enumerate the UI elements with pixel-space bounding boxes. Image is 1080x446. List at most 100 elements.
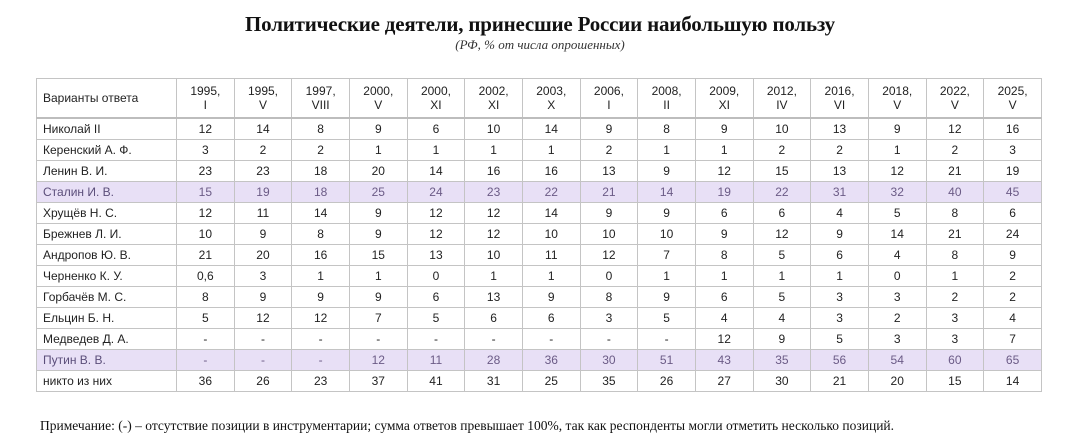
table-cell: 14: [406, 160, 466, 182]
page-title: Политические деятели, принесшие России н…: [245, 12, 835, 36]
table-cell: 16: [521, 160, 581, 182]
row-label: никто из них: [36, 370, 177, 392]
table-cell: 5: [752, 286, 812, 308]
table-cell: 21: [810, 370, 869, 392]
column-year: 2000,: [420, 84, 451, 98]
table-cell: 12: [464, 223, 523, 245]
table-cell: 6: [983, 202, 1042, 224]
table-cell: 10: [464, 244, 523, 266]
table-cell: 0: [579, 265, 639, 287]
table-cell: 12: [579, 244, 639, 266]
table-cell: 3: [925, 328, 985, 350]
table-cell: 3: [176, 139, 235, 161]
table-row: Путин В. В. - - -12 11 28 36 30 51 43 35 56 54 60 65: [36, 349, 1042, 371]
table-cell: 35: [579, 370, 639, 392]
table-header-row: Варианты ответа 1995, I 1995, V 1997, VIII 200…: [36, 78, 1042, 119]
table-cell: 1: [637, 265, 696, 287]
table-cell: 41: [406, 370, 466, 392]
column-year: 2012,: [766, 84, 797, 98]
table-row: Ельцин Б. Н. 5 12 12 7 5 6 6 3 5 4 4 3 2 3 4: [36, 307, 1042, 329]
column-year: 2022,: [939, 84, 970, 98]
table-cell: 1: [348, 265, 408, 287]
row-label: Сталин И. В.: [36, 181, 177, 203]
column-month: IV: [776, 98, 788, 112]
table-cell: 22: [752, 181, 812, 203]
table-cell: -: [291, 349, 350, 371]
table-cell: 14: [983, 370, 1042, 392]
table-cell: 36: [521, 349, 581, 371]
column-year: 1995,: [190, 84, 221, 98]
table-cell: 1: [810, 265, 869, 287]
column-year: 1997,: [305, 84, 336, 98]
table-cell: 9: [637, 160, 696, 182]
row-label: Андропов Ю. В.: [36, 244, 177, 266]
table-cell: 31: [464, 370, 523, 392]
header-column: 2012, IV: [752, 78, 812, 119]
table-cell: 32: [867, 181, 927, 203]
table-cell: 12: [291, 307, 350, 329]
table-cell: 40: [925, 181, 985, 203]
table-cell: 19: [983, 160, 1042, 182]
table-cell: 9: [637, 286, 696, 308]
table-cell: 25: [521, 370, 581, 392]
header-column: 2016, VI: [810, 78, 869, 119]
table-cell: 30: [579, 349, 639, 371]
table-row: Хрущёв Н. С. 12 11 14 9 12 12 14 9 9 6 6 4 5 8 6: [36, 202, 1042, 224]
table-row: никто из них 36 26 23 37 41 31 25 35 26 27 30 21 20 15…: [36, 370, 1042, 392]
table-cell: 14: [233, 117, 293, 140]
table-cell: 43: [694, 349, 754, 371]
table-cell: 10: [521, 223, 581, 245]
column-month: II: [663, 98, 670, 112]
row-label: Брежнев Л. И.: [36, 223, 177, 245]
table-cell: 1: [521, 265, 581, 287]
table-cell: 9: [694, 117, 754, 140]
page-subtitle: (РФ, % от числа опрошенных): [455, 37, 625, 52]
table-cell: 5: [637, 307, 696, 329]
table-cell: 12: [925, 117, 985, 140]
column-year: 2000,: [363, 84, 394, 98]
table-cell: 12: [233, 307, 293, 329]
table-cell: 23: [176, 160, 235, 182]
table-cell: -: [521, 328, 581, 350]
table-cell: 9: [752, 328, 812, 350]
table-cell: 9: [291, 286, 350, 308]
table-cell: 6: [810, 244, 869, 266]
table-cell: 14: [521, 202, 581, 224]
table-cell: 10: [464, 117, 523, 140]
table-cell: 12: [752, 223, 812, 245]
table-cell: -: [233, 349, 293, 371]
header-column: 2002, XI: [464, 78, 523, 119]
header-column: 2003, X: [521, 78, 581, 119]
table-cell: 12: [694, 328, 754, 350]
table-cell: 8: [176, 286, 235, 308]
table-cell: 37: [348, 370, 408, 392]
table-row: Горбачёв М. С. 8 9 9 9 6 13 9 8 9 6 5 3 3 2 2: [36, 286, 1042, 308]
column-month: V: [374, 98, 383, 112]
table-cell: 10: [637, 223, 696, 245]
table-cell: 12: [176, 117, 235, 140]
table-cell: 7: [348, 307, 408, 329]
table-cell: 4: [983, 307, 1042, 329]
table-cell: 13: [810, 117, 869, 140]
table-cell: 35: [752, 349, 812, 371]
table-cell: -: [579, 328, 639, 350]
table-cell: 20: [348, 160, 408, 182]
table-body: Николай II 12 14 8 9 6 10 14 9 8 9 10 13 9 12 16 Керенск…: [36, 117, 1042, 392]
table-cell: 6: [752, 202, 812, 224]
table-cell: 9: [810, 223, 869, 245]
table-cell: 25: [348, 181, 408, 203]
table-cell: 65: [983, 349, 1042, 371]
table-cell: 56: [810, 349, 869, 371]
table-cell: 2: [579, 139, 639, 161]
table-cell: 15: [925, 370, 985, 392]
table-cell: 20: [233, 244, 293, 266]
table-cell: 13: [810, 160, 869, 182]
column-year: 2002,: [478, 84, 509, 98]
table-cell: 9: [348, 223, 408, 245]
table-cell: -: [348, 328, 408, 350]
row-label: Медведев Д. А.: [36, 328, 177, 350]
table-cell: 12: [176, 202, 235, 224]
table-cell: 18: [291, 160, 350, 182]
table-cell: 15: [752, 160, 812, 182]
column-month: V: [893, 98, 902, 112]
